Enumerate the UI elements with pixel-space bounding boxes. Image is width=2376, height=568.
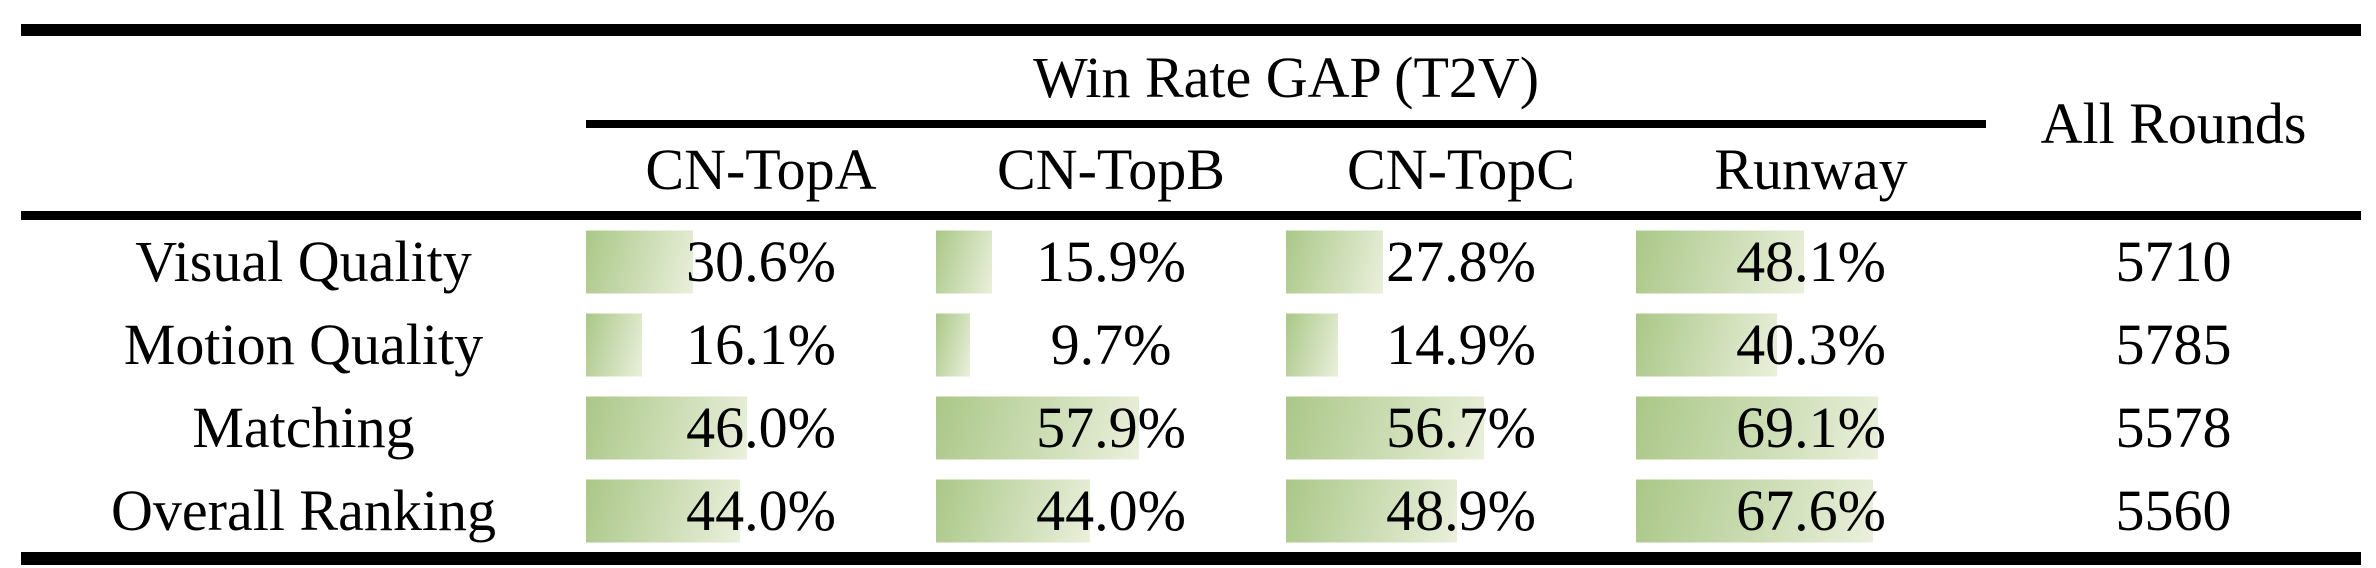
win-rate-value: 16.1% bbox=[686, 311, 836, 377]
win-rate-bar bbox=[936, 230, 992, 293]
win-rate-value: 27.8% bbox=[1386, 228, 1536, 294]
win-rate-value: 44.0% bbox=[686, 477, 836, 543]
win-rate-value: 46.0% bbox=[686, 394, 836, 460]
win-rate-cell: 67.6% bbox=[1636, 469, 1986, 559]
win-rate-bar bbox=[1636, 479, 1873, 542]
win-rate-cell: 44.0% bbox=[936, 469, 1286, 559]
table-row: Overall Ranking 44.0% 44.0% 48.9% 67.6% bbox=[21, 469, 2361, 559]
column-header-all-rounds: All Rounds bbox=[1986, 30, 2362, 220]
win-rate-cell: 14.9% bbox=[1286, 303, 1636, 386]
win-rate-value: 69.1% bbox=[1736, 394, 1886, 460]
table-row: Visual Quality 30.6% 15.9% 27.8% 48.1% bbox=[21, 216, 2361, 304]
win-rate-value: 67.6% bbox=[1736, 477, 1886, 543]
win-rate-cell: 15.9% bbox=[936, 216, 1286, 304]
win-rate-bar bbox=[936, 396, 1139, 459]
win-rate-cell: 16.1% bbox=[586, 303, 936, 386]
win-rate-bar bbox=[1286, 313, 1339, 376]
all-rounds-value: 5560 bbox=[2115, 477, 2232, 543]
win-rate-bar bbox=[1636, 230, 1805, 293]
win-rate-bar bbox=[1286, 396, 1485, 459]
win-rate-value: 9.7% bbox=[1050, 311, 1172, 377]
all-rounds-value: 5578 bbox=[2115, 394, 2232, 460]
win-rate-value: 48.9% bbox=[1386, 477, 1536, 543]
win-rate-bar bbox=[1636, 396, 1878, 459]
win-rate-bar bbox=[936, 313, 970, 376]
all-rounds-value: 5710 bbox=[2115, 228, 2232, 294]
win-rate-value: 44.0% bbox=[1036, 477, 1186, 543]
win-rate-cell: 27.8% bbox=[1286, 216, 1636, 304]
all-rounds-value: 5785 bbox=[2115, 311, 2232, 377]
metric-label: Matching bbox=[192, 394, 415, 460]
metric-label: Overall Ranking bbox=[111, 477, 496, 543]
win-rate-bar bbox=[586, 479, 740, 542]
empty-cell bbox=[21, 124, 586, 220]
table-row: Motion Quality 16.1% 9.7% 14.9% 40.3% bbox=[21, 303, 2361, 386]
metric-label: Motion Quality bbox=[123, 311, 484, 377]
win-rate-bar bbox=[586, 396, 747, 459]
win-rate-cell: 30.6% bbox=[586, 216, 936, 304]
metric-label: Visual Quality bbox=[135, 228, 472, 294]
column-header-cn-topc: CN-TopC bbox=[1286, 124, 1636, 220]
win-rate-bar bbox=[1286, 479, 1458, 542]
win-rate-bar bbox=[586, 313, 643, 376]
corner-empty-cell bbox=[21, 30, 586, 124]
win-rate-bar bbox=[1636, 313, 1778, 376]
win-rate-cell: 48.9% bbox=[1286, 469, 1636, 559]
group-header-win-rate-gap: Win Rate GAP (T2V) bbox=[586, 30, 1987, 128]
win-rate-cell: 44.0% bbox=[586, 469, 936, 559]
win-rate-bar bbox=[586, 230, 694, 293]
column-header-runway: Runway bbox=[1636, 124, 1987, 220]
win-rate-value: 57.9% bbox=[1036, 394, 1186, 460]
win-rate-cell: 46.0% bbox=[586, 386, 936, 469]
win-rate-cell: 69.1% bbox=[1636, 386, 1986, 469]
win-rate-bar bbox=[1286, 230, 1384, 293]
column-header-cn-topb: CN-TopB bbox=[936, 124, 1286, 220]
win-rate-gap-table: Win Rate GAP (T2V) All Rounds CN-TopA CN… bbox=[21, 24, 2362, 565]
win-rate-value: 15.9% bbox=[1036, 228, 1186, 294]
win-rate-value: 30.6% bbox=[686, 228, 836, 294]
win-rate-cell: 40.3% bbox=[1636, 303, 1986, 386]
table-row: Matching 46.0% 57.9% 56.7% 69.1% bbox=[21, 386, 2361, 469]
win-rate-value: 40.3% bbox=[1736, 311, 1886, 377]
win-rate-cell: 9.7% bbox=[936, 303, 1286, 386]
win-rate-value: 14.9% bbox=[1386, 311, 1536, 377]
win-rate-cell: 56.7% bbox=[1286, 386, 1636, 469]
win-rate-cell: 48.1% bbox=[1636, 216, 1986, 304]
win-rate-value: 56.7% bbox=[1386, 394, 1536, 460]
win-rate-bar bbox=[936, 479, 1090, 542]
column-header-cn-topa: CN-TopA bbox=[586, 124, 936, 220]
win-rate-cell: 57.9% bbox=[936, 386, 1286, 469]
win-rate-value: 48.1% bbox=[1736, 228, 1886, 294]
